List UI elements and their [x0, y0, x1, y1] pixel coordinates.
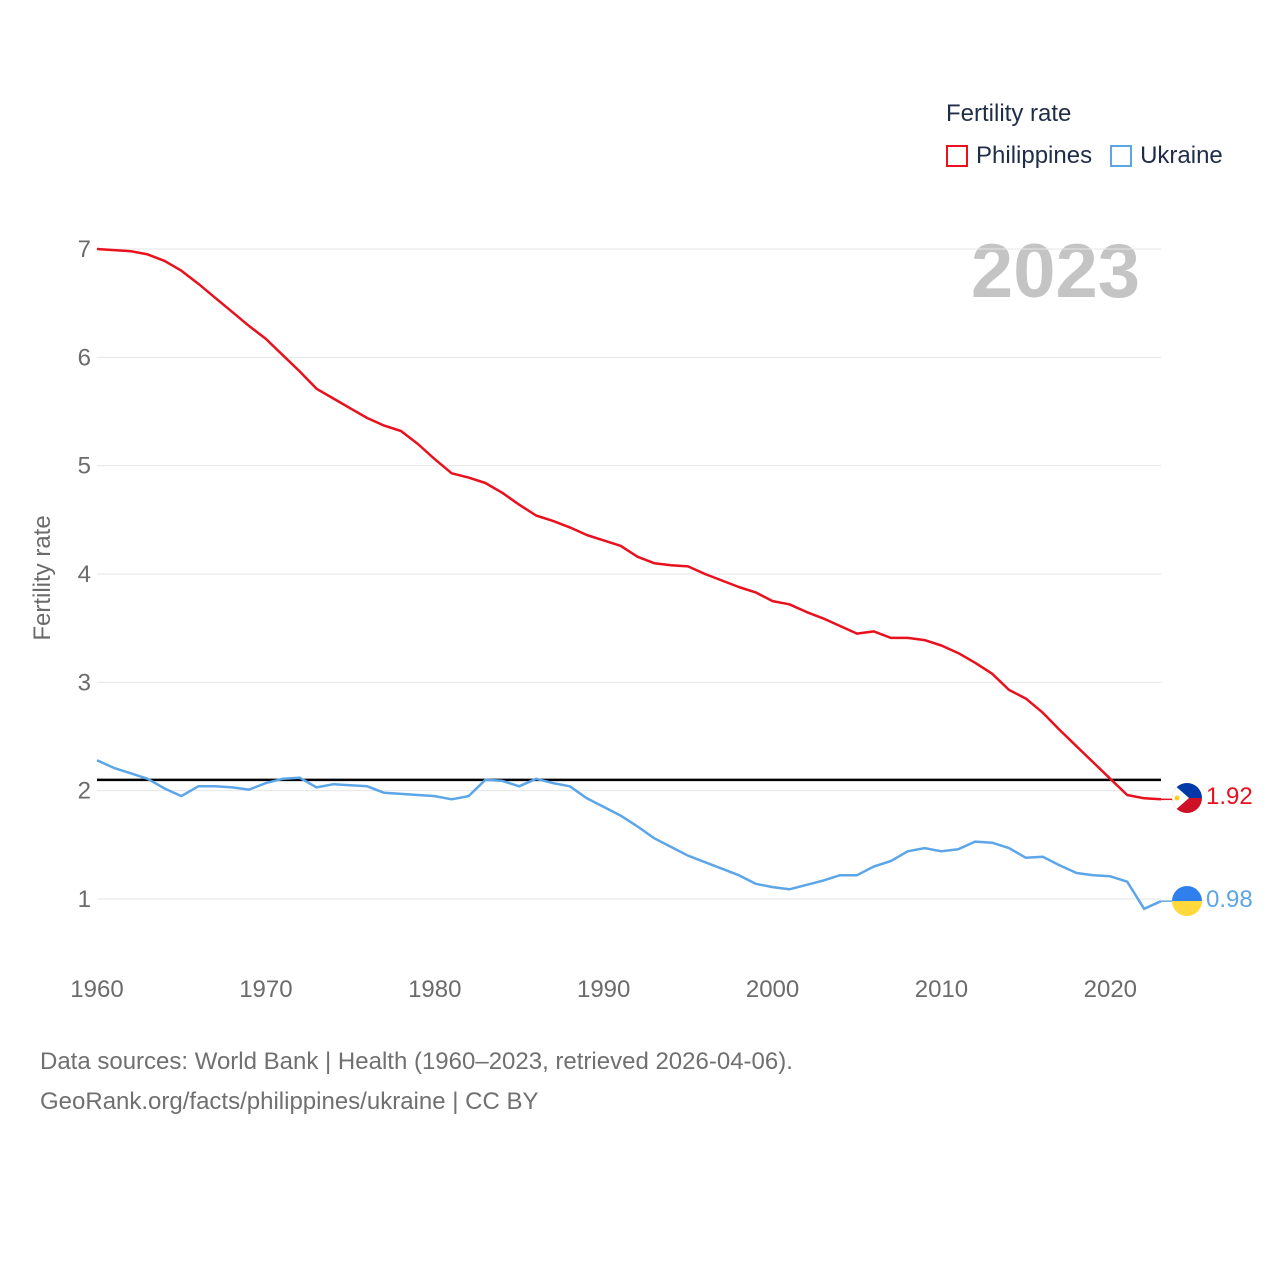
- legend-label-philippines: Philippines: [976, 142, 1093, 169]
- y-tick-label: 7: [78, 236, 91, 263]
- y-tick-label: 5: [78, 453, 91, 480]
- data-source-text: Data sources: World Bank | Health (1960–…: [40, 1048, 793, 1075]
- ukraine-flag-icon: [1172, 886, 1202, 916]
- y-axis-ticks: 1 2 3 4 5 6 7: [78, 236, 91, 913]
- x-tick-label: 1980: [408, 976, 461, 1003]
- legend-item-philippines[interactable]: Philippines: [946, 142, 1092, 170]
- source-url-text[interactable]: GeoRank.org/facts/philippines/ukraine | …: [40, 1088, 539, 1115]
- line-chart: 1 2 3 4 5 6 7 1960 1970 1980 1990 2000 2010 2020 Fer…: [29, 236, 1253, 1003]
- x-tick-label: 2020: [1084, 976, 1137, 1003]
- y-tick-label: 3: [78, 669, 91, 696]
- series-lines: [96, 247, 1172, 911]
- legend-swatch-philippines: [946, 145, 968, 167]
- y-axis-label: Fertility rate: [29, 515, 56, 640]
- current-year-label: 2023: [970, 229, 1140, 314]
- legend-swatch-ukraine: [1110, 145, 1133, 167]
- philippines-end-value: 1.92: [1206, 783, 1253, 810]
- y-tick-label: 6: [78, 344, 91, 371]
- legend-item-ukraine[interactable]: Ukraine: [1110, 142, 1223, 170]
- y-tick-label: 4: [78, 561, 91, 588]
- x-tick-label: 1990: [577, 976, 630, 1003]
- x-tick-label: 2000: [746, 976, 799, 1003]
- x-tick-label: 2010: [915, 976, 968, 1003]
- series-line-philippines[interactable]: [96, 247, 1162, 801]
- legend-label-ukraine: Ukraine: [1140, 142, 1223, 169]
- legend: Philippines Ukraine: [946, 142, 1241, 170]
- ukraine-end-value: 0.98: [1206, 886, 1253, 913]
- series-line-ukraine[interactable]: [96, 759, 1162, 911]
- legend-title: Fertility rate: [946, 100, 1072, 127]
- x-axis-ticks: 1960 1970 1980 1990 2000 2010 2020: [70, 976, 1137, 1003]
- gridlines: [97, 248, 1161, 900]
- x-tick-label: 1970: [239, 976, 292, 1003]
- x-tick-label: 1960: [70, 976, 123, 1003]
- y-tick-label: 1: [78, 886, 91, 913]
- footer: Data sources: World Bank | Health (1960–…: [40, 1042, 793, 1122]
- y-tick-label: 2: [78, 778, 91, 805]
- philippines-flag-icon: [1172, 783, 1202, 813]
